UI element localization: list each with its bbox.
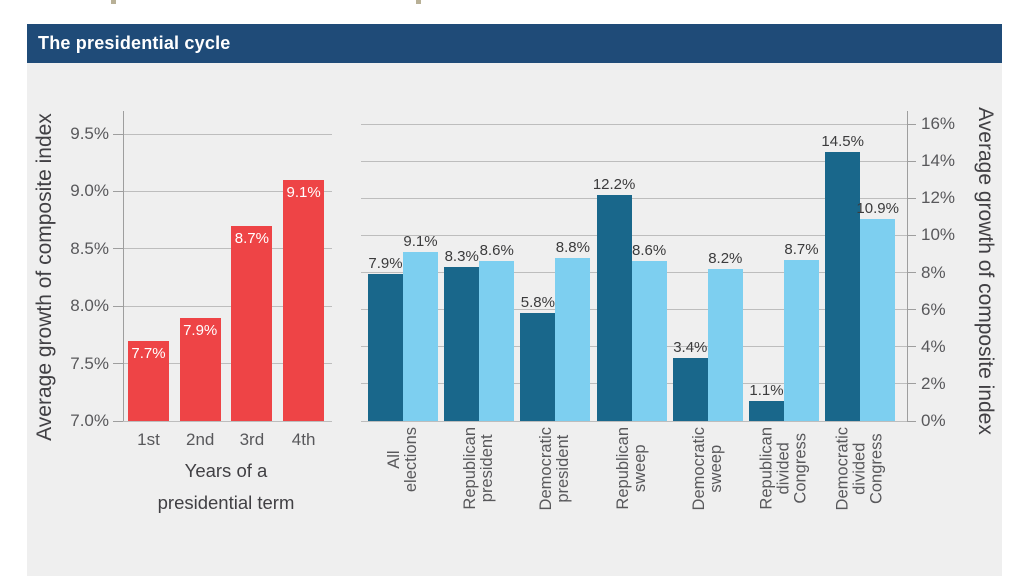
chart-title: The presidential cycle [38, 33, 231, 53]
left-chart-y-tick [113, 305, 123, 307]
left-chart-gridline [123, 248, 332, 250]
right-chart-bar-value-label: 9.1% [403, 233, 438, 251]
left-chart-bar [128, 340, 169, 421]
left-chart-y-tick-label: 7.0% [70, 411, 109, 430]
right-chart-y-tick [907, 123, 916, 125]
left-chart-y-tick-label: 7.5% [70, 353, 109, 373]
right-chart-bar-value-label: 1.1% [749, 381, 784, 399]
right-chart-y-tick-label: 10% [921, 225, 956, 245]
right-chart-bar-value-label: 5.8% [520, 294, 555, 312]
right-chart-bar-value-label: 12.2% [592, 175, 636, 193]
left-chart-x-axis-title: Years of a presidential term [157, 460, 295, 513]
right-chart-bar-series-dark [520, 313, 556, 421]
chart-panel: 7.0% 7.5% 8.0% 8.5% 9.0% 9.5% 7.7% 1st 7.9% 2nd 8.… [27, 63, 1002, 576]
right-chart-gridline [361, 420, 907, 422]
chart-title-banner: The presidential cycle [27, 24, 1002, 63]
left-chart-x-tick-label: 1st [137, 430, 160, 449]
right-chart-y-tick [907, 309, 916, 311]
left-chart-y-axis-title-text: Average growth of composite index [33, 113, 56, 441]
right-chart-bar-value-label: 8.2% [708, 249, 743, 267]
right-chart-y-tick-label: 8% [921, 262, 946, 282]
cropped-text-fragment [416, 0, 421, 4]
left-chart-y-tick [113, 248, 123, 250]
left-chart-y-tick-label: 9.0% [70, 181, 109, 201]
right-chart-y-tick [907, 346, 916, 348]
right-chart-y-tick-label: 14% [921, 151, 956, 171]
right-chart-bar-value-label: 8.3% [444, 247, 479, 265]
cropped-text-fragment [111, 0, 116, 4]
left-chart-y-axis-line [123, 111, 124, 421]
right-chart-x-tick-label-text: Democratic sweep [689, 427, 725, 511]
left-chart-y-tick-label: 9.5% [70, 124, 109, 143]
right-chart-gridline [361, 197, 907, 199]
right-chart-x-tick-label-text: All elections [385, 427, 420, 493]
right-chart-bar-value-label: 3.4% [673, 338, 708, 356]
right-chart-bar-value-label: 8.6% [479, 242, 514, 260]
right-chart-bar-value-label: 7.9% [368, 255, 403, 273]
right-chart-bar-series-dark [749, 400, 784, 421]
left-chart-y-tick-label: 8.5% [70, 238, 109, 258]
left-chart-x-tick-label: 3rd [239, 430, 265, 449]
right-chart-bar-series-dark [596, 194, 632, 421]
left-chart-bar-value-label: 8.7% [234, 229, 269, 247]
left-chart-y-tick [113, 190, 123, 192]
right-chart-gridline [361, 234, 907, 236]
right-chart-bar-series-light [555, 257, 591, 421]
right-chart-y-tick [907, 160, 916, 162]
right-chart-y-tick-label: 6% [921, 299, 946, 319]
right-chart-x-tick-label-text: Republican sweep [613, 427, 649, 510]
left-chart-gridline [123, 133, 332, 135]
left-chart-bar-value-label: 7.7% [131, 344, 166, 362]
right-chart-bar-series-light [784, 259, 819, 421]
right-chart-y-tick-label: 4% [921, 336, 946, 356]
right-chart-y-tick [907, 234, 916, 236]
right-chart-bar-series-dark [825, 151, 861, 421]
right-chart-bar-series-dark [444, 266, 480, 421]
left-chart-gridline [123, 305, 332, 307]
right-chart-x-tick-label-text: Democratic president [537, 427, 573, 511]
left-chart-gridline [123, 363, 332, 365]
left-chart-y-tick [113, 363, 123, 365]
left-chart-bar [179, 317, 221, 421]
left-chart-gridline [123, 190, 332, 192]
right-chart-bar-series-light [631, 261, 667, 421]
right-chart-bar-series-light [707, 268, 743, 421]
right-chart-bar-value-label: 10.9% [856, 199, 899, 217]
right-chart-bar-value-label: 8.8% [555, 238, 590, 256]
left-chart-y-tick-label: 8.0% [70, 296, 109, 316]
right-chart-bar-series-dark [368, 274, 403, 421]
right-chart-bar-value-label: 8.7% [784, 240, 819, 258]
right-chart-y-tick-label: 12% [921, 188, 956, 208]
left-chart-x-tick-label: 2nd [186, 430, 215, 449]
left-chart-bar [231, 225, 273, 421]
right-chart-y-axis-line [907, 111, 908, 421]
right-chart-y-tick-label: 2% [921, 373, 946, 393]
right-chart-x-tick-label-text: Republican president [461, 427, 497, 510]
right-chart-x-tick-label-text: Democratic divided Congress [833, 427, 886, 511]
right-chart-x-tick-label-text: Republican divided Congress [757, 427, 810, 510]
right-chart-gridline [361, 160, 907, 162]
right-chart-y-tick-label: 16% [921, 114, 956, 133]
left-chart-bar-value-label: 7.9% [183, 321, 218, 339]
right-chart-y-axis-title-text: Average growth of composite index [974, 107, 997, 435]
left-chart-bar-value-label: 9.1% [286, 183, 321, 201]
right-chart-bar-value-label: 14.5% [821, 132, 864, 150]
left-chart-bar [283, 179, 325, 421]
right-chart-bar-series-light [860, 218, 896, 421]
right-chart-bar-series-light [479, 261, 515, 421]
right-chart-bar-series-dark [672, 357, 708, 421]
left-chart-gridline [123, 420, 332, 422]
right-chart-y-tick [907, 420, 916, 422]
right-chart-bar-value-label: 8.6% [631, 242, 667, 260]
right-chart-gridline [361, 123, 907, 125]
right-chart-y-tick-label: 0% [921, 411, 946, 430]
right-chart-y-tick [907, 197, 916, 199]
right-chart-bar-series-light [403, 252, 438, 421]
left-chart-y-tick [113, 420, 123, 422]
left-chart-y-tick [113, 133, 123, 135]
right-chart-y-tick [907, 383, 916, 385]
left-chart-x-tick-label: 4th [291, 430, 316, 449]
right-chart-y-tick [907, 272, 916, 273]
